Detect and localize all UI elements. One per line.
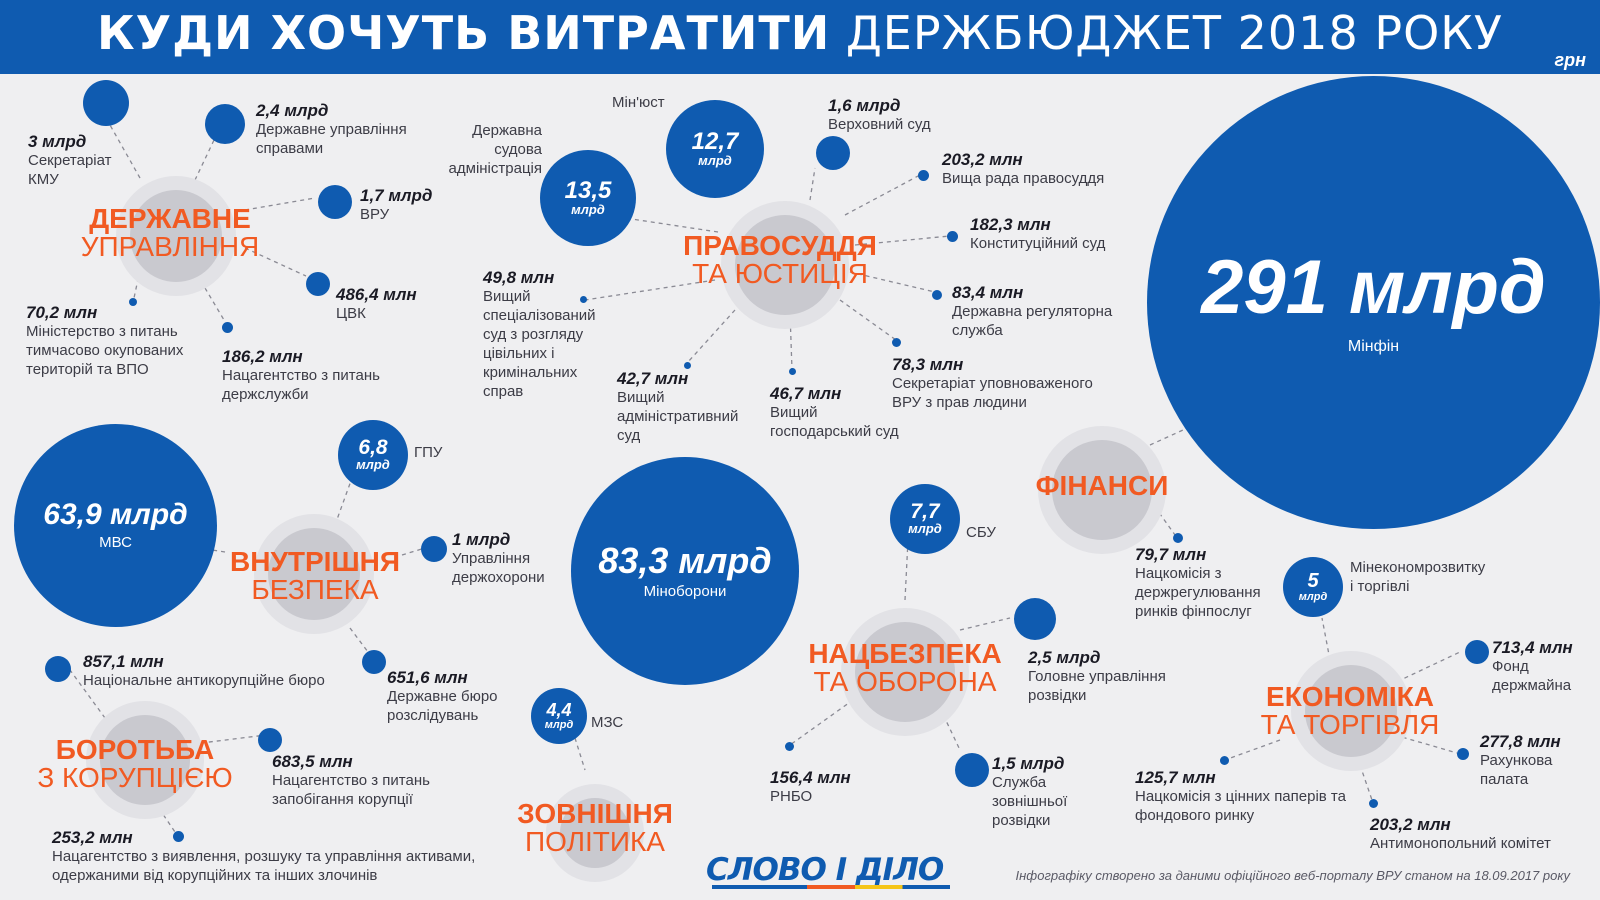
dot-rp — [1457, 748, 1469, 760]
bubble-minobor: 83,3 млрд Міноборони — [571, 457, 799, 685]
bubble-mvs: 63,9 млрд МВС — [14, 424, 217, 627]
bubble-dsa: 13,5 млрд — [540, 150, 636, 246]
bubble-minfin: 291 млрд Мінфін — [1147, 76, 1600, 529]
label-amk: 203,2 млн Антимонопольний комітет — [1370, 815, 1551, 852]
label-nazk: 683,5 млн Нацагентство з питань запобіган… — [272, 752, 430, 808]
dot-ks — [947, 231, 958, 242]
bubble-gur — [1014, 598, 1056, 640]
label-kmu: 3 млрд Секретаріат КМУ — [28, 132, 112, 188]
bubble-dbr — [362, 650, 386, 674]
bubble-udo — [421, 536, 447, 562]
dot-nkfp — [1173, 533, 1183, 543]
label-dbr: 651,6 млн Державне бюро розслідувань — [387, 668, 498, 724]
category-defense: НАЦБЕЗПЕКА ТА ОБОРОНА — [808, 638, 1002, 697]
hub-defense — [855, 622, 955, 722]
dot-ds — [222, 322, 233, 333]
label-nkcp: 125,7 млн Нацкомісія з цінних паперів та … — [1135, 768, 1346, 824]
category-foreign: ЗОВНІШНЯ ПОЛІТИКА — [517, 798, 673, 857]
label-rp: 277,8 млн Рахункова палата — [1480, 732, 1561, 788]
dot-rnbo — [785, 742, 794, 751]
page-title: КУДИ ХОЧУТЬ ВИТРАТИТИ ДЕРЖБЮДЖЕТ 2018 РО… — [97, 6, 1503, 60]
bubble-szr — [955, 753, 989, 787]
dot-vrp — [918, 170, 929, 181]
label-nkfp: 79,7 млн Нацкомісія з держрегулювання рин… — [1135, 545, 1261, 620]
label-udo: 1 млрд Управління держохорони — [452, 530, 545, 586]
dot-amk — [1369, 799, 1378, 808]
label-nabu: 857,1 млн Національне антикорупційне бюро — [83, 652, 325, 689]
label-rnbo: 156,4 млн РНБО — [770, 768, 851, 805]
label-omb: 78,3 млн Секретаріат уповноваженого ВРУ з… — [892, 355, 1093, 411]
bubble-mzs: 4,4 млрд — [531, 688, 587, 744]
dot-vgs — [789, 368, 796, 375]
dot-vas — [684, 362, 691, 369]
category-justice: ПРАВОСУДДЯ ТА ЮСТИЦІЯ — [683, 230, 877, 289]
label-vrp: 203,2 млн Вища рада правосуддя — [942, 150, 1105, 187]
label-mzs: МЗС — [591, 714, 624, 731]
bubble-minjust: 12,7 млрд — [666, 100, 764, 198]
bubble-vs — [816, 136, 850, 170]
hub-justice — [735, 215, 835, 315]
hub-finance — [1052, 440, 1152, 540]
source-note: Інфографіку створено за даними офіційног… — [1015, 868, 1570, 883]
dot-arma — [173, 831, 184, 842]
dot-omb — [892, 338, 901, 347]
label-mineco: Мінекономрозвитку і торгівлі — [1350, 559, 1486, 595]
bubble-nabu — [45, 656, 71, 682]
label-minto: 70,2 млн Міністерство з питань тимчасово … — [26, 303, 184, 378]
label-gur: 2,5 млрд Головне управління розвідки — [1028, 648, 1166, 704]
category-corruption: БОРОТЬБА З КОРУПЦІЄЮ — [37, 734, 233, 793]
bubble-dus — [205, 104, 245, 144]
currency-label: грн — [1554, 50, 1586, 70]
hub-economy — [1305, 665, 1397, 757]
dot-vss — [580, 296, 587, 303]
label-vgs: 46,7 млн Вищий господарський суд — [770, 384, 899, 440]
dot-minto — [129, 298, 137, 306]
label-fdm: 713,4 млн Фонд держмайна — [1492, 638, 1573, 694]
bubble-kmu — [83, 80, 129, 126]
logo-underline — [712, 885, 950, 889]
hub-security — [268, 528, 360, 620]
bubble-gpu: 6,8 млрд — [338, 420, 408, 490]
label-ks: 182,3 млн Конституційний суд — [970, 215, 1106, 252]
hub-corruption — [100, 715, 190, 805]
bubble-fdm — [1465, 640, 1489, 664]
bubble-sbu: 7,7 млрд — [890, 484, 960, 554]
bubble-mineco: 5 млрд — [1283, 557, 1343, 617]
label-cvk: 486,4 млн ЦВК — [336, 285, 417, 322]
bubble-vru — [318, 185, 352, 219]
label-vru: 1,7 млрд ВРУ — [360, 186, 433, 223]
label-vas: 42,7 млн Вищий адміністративний суд — [617, 369, 739, 444]
category-security: ВНУТРІШНЯ БЕЗПЕКА — [230, 546, 400, 605]
label-ds: 186,2 млн Нацагентство з питань держслужб… — [222, 347, 380, 403]
label-szr: 1,5 млрд Служба зовнішньої розвідки — [992, 754, 1068, 829]
category-gov: ДЕРЖАВНЕ УПРАВЛІННЯ — [80, 203, 260, 262]
label-minjust: Мін'юст — [612, 94, 665, 111]
label-vss: 49,8 млн Вищий спеціалізований суд з розг… — [483, 268, 596, 400]
category-finance: ФІНАНСИ — [1035, 470, 1169, 501]
hub-gov — [130, 190, 222, 282]
bubble-nazk — [258, 728, 282, 752]
hub-foreign — [560, 798, 630, 868]
label-arma: 253,2 млн Нацагентство з виявлення, розшу… — [52, 828, 476, 884]
label-vs: 1,6 млрд Верховний суд — [828, 96, 931, 133]
label-dus: 2,4 млрд Державне управління справами — [256, 101, 407, 157]
label-dsa: Державна судова адміністрація — [448, 122, 542, 177]
dot-nkcp — [1220, 756, 1229, 765]
bubble-cvk — [306, 272, 330, 296]
label-drs: 83,4 млн Державна регуляторна служба — [952, 283, 1113, 339]
logo: СЛОВО І ДІЛО — [706, 852, 944, 888]
dot-drs — [932, 290, 942, 300]
category-economy: ЕКОНОМІКА ТА ТОРГІВЛЯ — [1260, 681, 1440, 740]
label-gpu: ГПУ — [414, 444, 443, 461]
header-bar — [0, 0, 1600, 74]
label-sbu: СБУ — [966, 524, 996, 541]
